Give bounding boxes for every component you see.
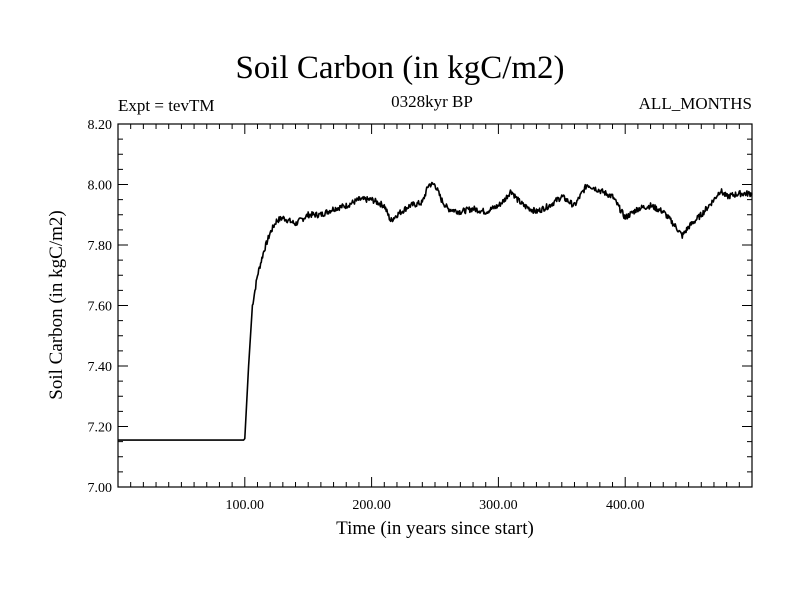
x-tick-label: 100.00	[226, 498, 265, 513]
y-tick-label: 7.20	[88, 421, 113, 436]
axis-ticks	[118, 124, 752, 487]
months-label: ALL_MONTHS	[638, 94, 752, 113]
x-tick-label: 300.00	[479, 498, 518, 513]
y-tick-label: 7.80	[88, 239, 113, 254]
y-tick-label: 8.20	[88, 118, 113, 133]
x-tick-label: 200.00	[352, 498, 391, 513]
plot-frame	[117, 123, 753, 488]
y-tick-label: 7.00	[88, 481, 113, 496]
y-tick-label: 7.60	[88, 300, 113, 315]
y-tick-label: 7.40	[88, 360, 113, 375]
experiment-label: Expt = tevTM	[118, 96, 215, 115]
period-label: 0328kyr BP	[391, 92, 473, 111]
x-axis-title: Time (in years since start)	[336, 518, 534, 539]
x-tick-label: 400.00	[606, 498, 645, 513]
y-axis-title: Soil Carbon (in kgC/m2)	[46, 210, 67, 399]
series-line	[117, 181, 753, 441]
y-tick-label: 8.00	[88, 179, 113, 194]
chart-title: Soil Carbon (in kgC/m2)	[235, 50, 565, 86]
tick-labels: 100.00 200.00 300.00 400.00 7.00 7.20 7.40 7.60…	[88, 118, 645, 513]
